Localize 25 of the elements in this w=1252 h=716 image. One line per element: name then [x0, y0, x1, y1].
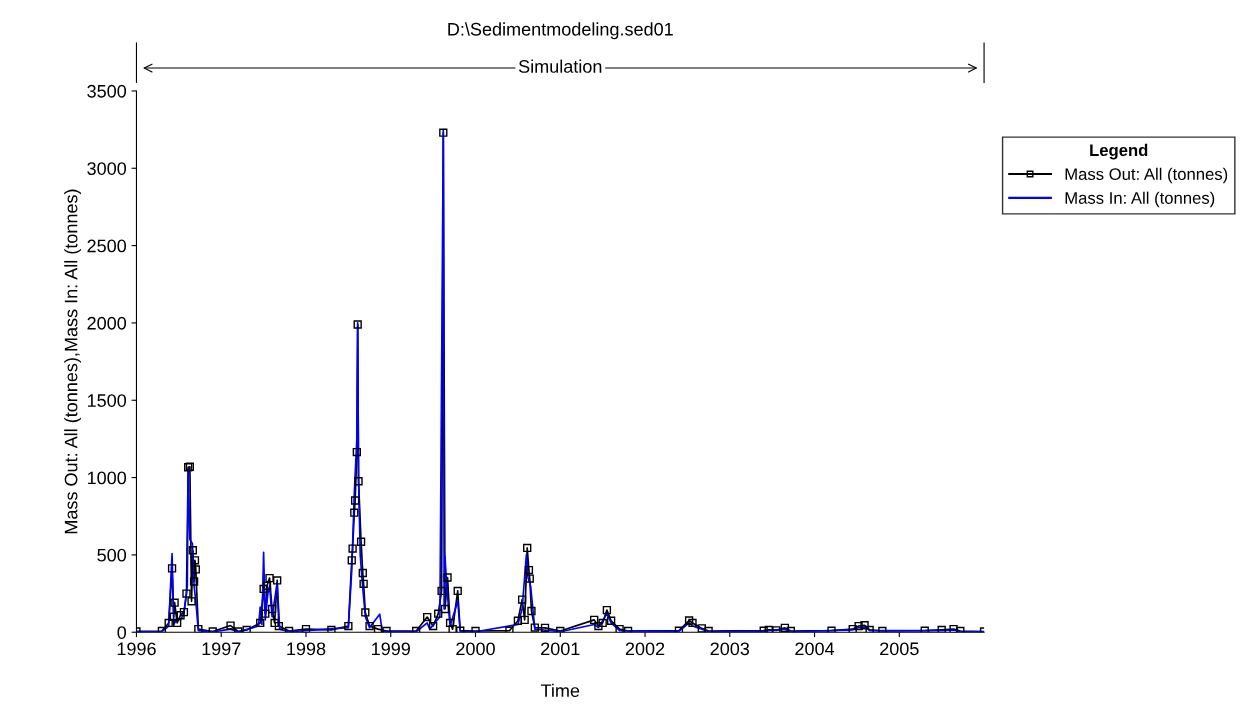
legend-label: Mass In: All (tonnes) — [1065, 191, 1215, 208]
chart-title: D:\Sedimentmodeling.sed01 — [448, 22, 673, 40]
x-tick-label: 2003 — [710, 642, 750, 656]
y-axis-title: Mass Out: All (tonnes),Mass In: All (tonnes) — [64, 189, 82, 534]
x-tick-label: 1999 — [372, 642, 410, 656]
x-tick-label: 2001 — [541, 642, 580, 656]
y-tick-label: 3500 — [87, 84, 127, 98]
legend-title: Legend — [1090, 143, 1148, 160]
y-tick-label: 1000 — [87, 471, 127, 485]
x-axis-title: Time — [540, 683, 580, 698]
x-tick-label: 1997 — [202, 642, 241, 656]
x-tick-label: 2004 — [795, 642, 835, 656]
legend-label: Mass Out: All (tonnes) — [1065, 167, 1228, 184]
y-tick-label: 2500 — [87, 239, 127, 253]
y-tick-label: 1500 — [87, 394, 127, 407]
y-tick-label: 0 — [117, 626, 127, 639]
x-tick-label: 1998 — [287, 642, 326, 656]
x-tick-label: 2005 — [880, 642, 919, 656]
x-tick-label: 2002 — [625, 642, 665, 656]
y-tick-label: 500 — [97, 548, 127, 562]
y-tick-label: 3000 — [87, 162, 127, 175]
x-tick-label: 2000 — [456, 642, 495, 656]
x-tick-label: 1996 — [117, 642, 156, 656]
text: Simulation — [518, 59, 602, 73]
y-tick-label: 2000 — [87, 316, 127, 330]
